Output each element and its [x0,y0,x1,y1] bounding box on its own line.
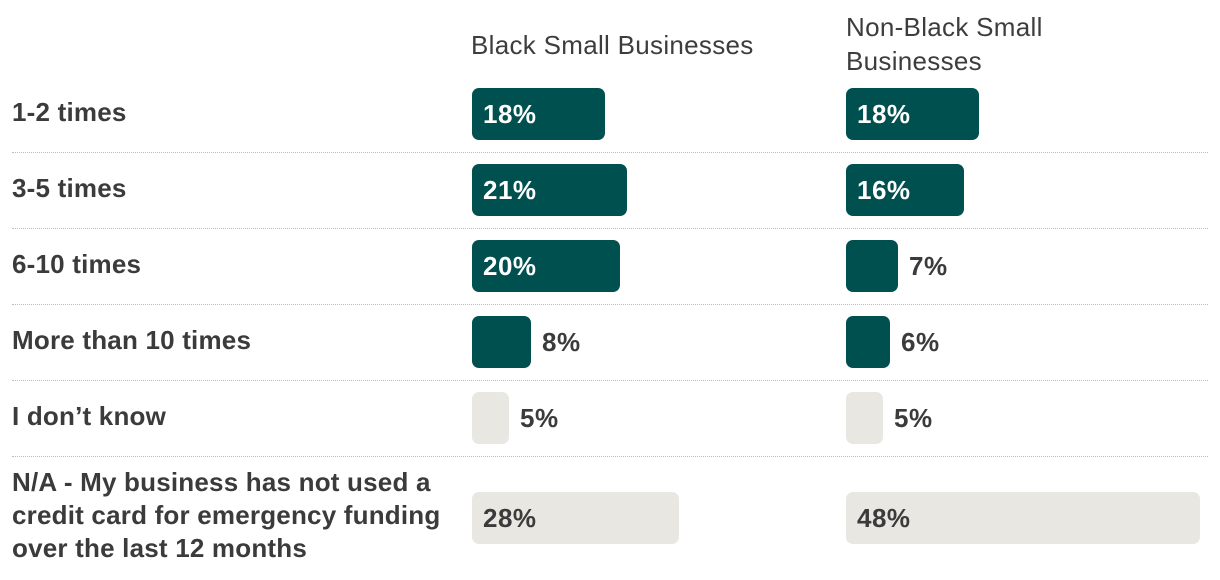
category-label: 3-5 times [12,173,127,203]
category-label: N/A - My business has not used a credit … [12,467,441,563]
category-label: More than 10 times [12,325,252,355]
column-header-black: Black Small Businesses [471,30,754,60]
row-divider [12,456,1208,457]
category-label: I don’t know [12,401,167,431]
bar-non-black [846,240,898,292]
data-label: 28% [483,503,537,533]
column-header-non-black: Non-Black Small Businesses [846,12,1043,76]
bar-non-black [846,88,979,140]
data-label: 18% [857,99,911,129]
bar-non-black [846,164,964,216]
bar-non-black [846,316,890,368]
data-label: 7% [909,251,948,281]
bar-black [472,392,509,444]
data-label: 16% [857,175,911,205]
category-label: 1-2 times [12,97,127,127]
bar-black [472,316,531,368]
data-label: 6% [901,327,940,357]
data-label: 21% [483,175,537,205]
bar-black [472,88,605,140]
row-divider [12,228,1208,229]
bar-non-black [846,392,883,444]
bar-black [472,492,679,544]
data-label: 8% [542,327,581,357]
data-label: 18% [483,99,537,129]
bar-black [472,240,620,292]
row-divider [12,152,1208,153]
data-label: 48% [857,503,911,533]
bar-black [472,164,627,216]
data-label: 5% [894,403,933,433]
data-label: 20% [483,251,537,281]
bar-non-black [846,492,1200,544]
row-divider [12,380,1208,381]
category-label: 6-10 times [12,249,142,279]
row-divider [12,304,1208,305]
data-label: 5% [520,403,559,433]
